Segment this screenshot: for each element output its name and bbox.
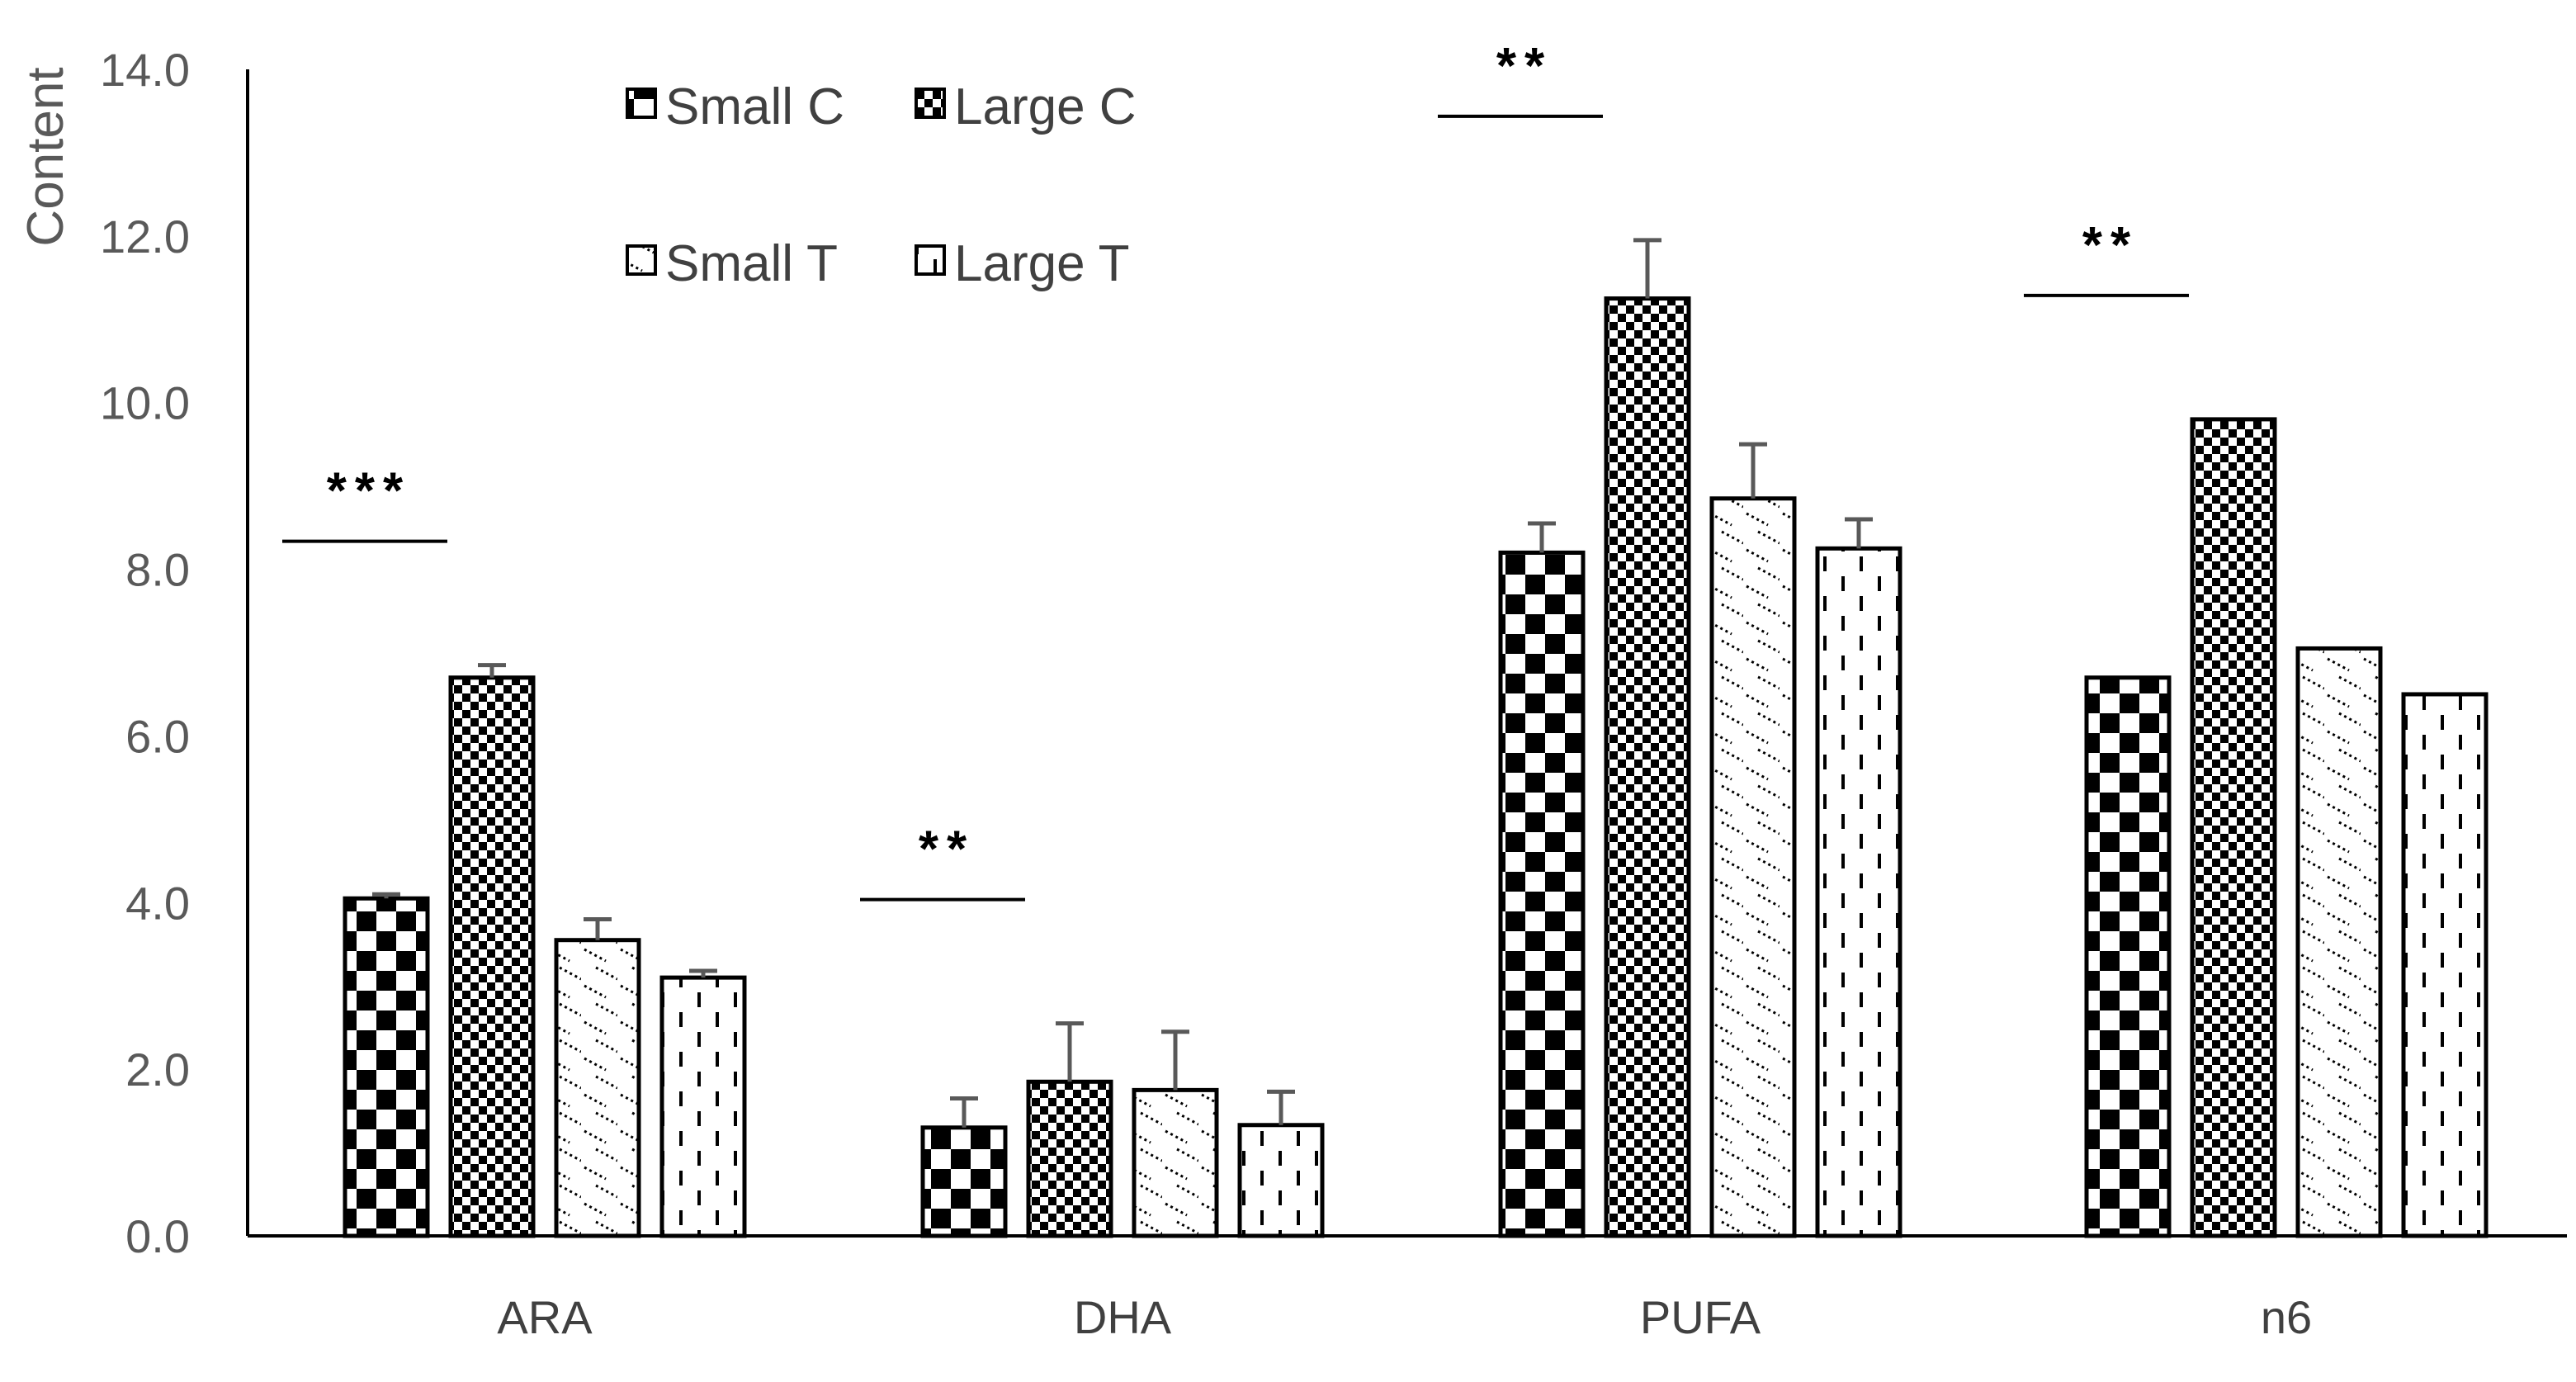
legend-label: Small C [665,78,844,135]
y-tick-label: 10.0 [100,377,190,429]
y-tick-label: 14.0 [100,44,190,96]
legend-label: Small T [665,235,838,292]
bar-large-c-n6 [2190,417,2277,1238]
bar-large-c-ara [448,675,536,1238]
legend-swatch [626,244,657,276]
legend-swatch [915,88,946,119]
y-tick-label: 0.0 [125,1210,190,1262]
bar-small-c-ara [343,896,430,1238]
y-tick-label: 8.0 [125,544,190,596]
y-axis-label: Content [17,67,74,246]
legend-swatch [626,88,657,119]
significance-label: *** [327,463,411,520]
bars-group [343,238,2489,1238]
significance-label: ** [2082,217,2139,274]
bar-small-t-n6 [2295,646,2383,1238]
significance-label: ** [1496,38,1553,95]
bar-large-t-dha [1237,1123,1325,1238]
bar-large-c-dha [1026,1079,1113,1238]
legend-swatch [915,244,946,276]
bar-large-c-pufa [1604,296,1691,1238]
y-tick-label: 2.0 [125,1044,190,1096]
axes: 0.0 2.0 4.0 6.0 8.0 10.0 12.0 14.0 Content ARA DHA… [17,44,2567,1343]
bar-large-t-pufa [1815,546,1902,1238]
bar-small-c-dha [920,1125,1008,1238]
x-tick-label: n6 [2261,1291,2312,1343]
bar-small-t-dha [1132,1087,1219,1238]
bar-small-t-ara [554,938,641,1238]
bar-small-c-n6 [2084,675,2172,1238]
x-tick-label: DHA [1074,1291,1172,1343]
y-tick-label: 6.0 [125,710,190,762]
y-tick-label: 4.0 [125,877,190,929]
bar-large-t-ara [659,975,747,1238]
bar-small-t-pufa [1709,496,1797,1238]
x-tick-label: ARA [497,1291,593,1343]
legend: Small C Large C Small T Large T [626,78,1137,292]
bar-small-c-pufa [1498,550,1586,1238]
labels-group: ********* [282,38,2189,902]
legend-label: Large C [954,78,1137,135]
x-tick-label: PUFA [1640,1291,1761,1343]
legend-label: Large T [954,235,1130,292]
bar-large-t-n6 [2401,692,2489,1238]
significance-label: ** [919,821,975,878]
y-tick-label: 12.0 [100,211,190,263]
